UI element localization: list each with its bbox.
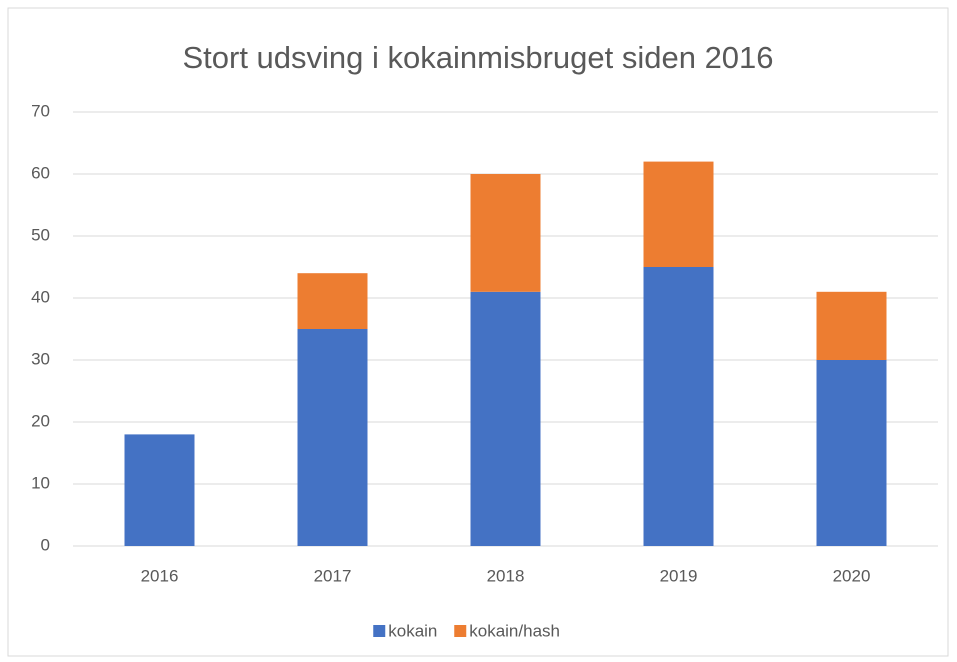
x-tick-label: 2017 <box>314 566 352 585</box>
bar-segment <box>297 273 368 329</box>
y-tick-label: 20 <box>31 411 50 430</box>
bar-segment <box>816 291 887 360</box>
legend-swatch <box>373 625 386 637</box>
y-tick-label: 30 <box>31 349 50 368</box>
bar-segment <box>470 291 541 546</box>
x-tick-label: 2019 <box>660 566 698 585</box>
legend-label: kokain <box>388 621 437 640</box>
bar-segment <box>470 174 541 292</box>
legend-label: kokain/hash <box>469 621 560 640</box>
y-tick-label: 60 <box>31 163 50 182</box>
x-tick-label: 2018 <box>487 566 525 585</box>
x-tick-label: 2016 <box>141 566 179 585</box>
x-tick-label: 2020 <box>833 566 871 585</box>
y-tick-label: 0 <box>41 535 50 554</box>
y-tick-label: 10 <box>31 473 50 492</box>
y-tick-label: 40 <box>31 287 50 306</box>
legend-swatch <box>454 625 467 637</box>
bar-segment <box>643 161 714 267</box>
bar-segment <box>816 360 887 546</box>
chart-title: Stort udsving i kokainmisbruget siden 20… <box>182 40 773 75</box>
y-tick-label: 70 <box>31 101 50 120</box>
bar-segment <box>297 329 368 546</box>
y-tick-label: 50 <box>31 225 50 244</box>
bar-segment <box>124 434 195 546</box>
bar-segment <box>643 267 714 546</box>
